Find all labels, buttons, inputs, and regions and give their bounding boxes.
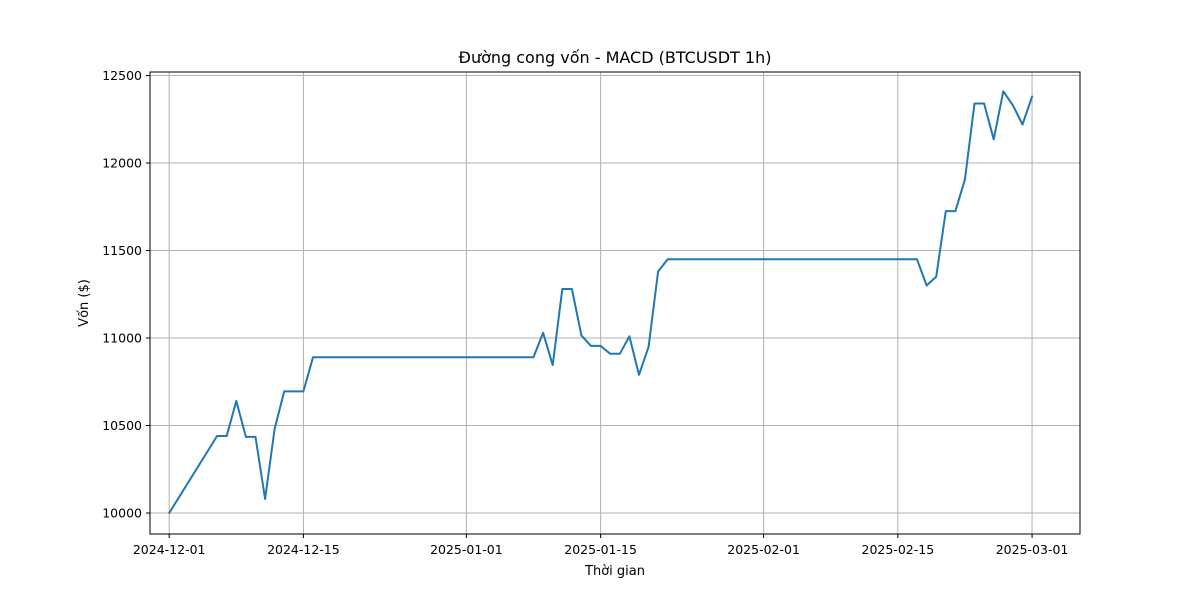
x-tick-label: 2025-01-15 xyxy=(564,542,637,557)
x-tick-label: 2024-12-15 xyxy=(267,542,340,557)
x-tick-label: 2025-03-01 xyxy=(996,542,1069,557)
y-tick-label: 11500 xyxy=(102,243,142,258)
axis-ticks: 2024-12-01 2024-12-15 2025-01-01 2025-01-15… xyxy=(102,68,1068,557)
x-tick-label: 2025-01-01 xyxy=(430,542,503,557)
x-tick-label: 2025-02-01 xyxy=(727,542,800,557)
y-tick-label: 10500 xyxy=(102,418,142,433)
chart-title: Đường cong vốn - MACD (BTCUSDT 1h) xyxy=(459,48,772,67)
equity-series-line xyxy=(168,90,1034,514)
x-tick-label: 2024-12-01 xyxy=(133,542,206,557)
y-tick-label: 11000 xyxy=(102,331,142,346)
x-tick-label: 2025-02-15 xyxy=(862,542,935,557)
plot-area-frame xyxy=(149,71,1081,535)
grid-lines xyxy=(150,72,1080,534)
x-axis-label: Thời gian xyxy=(584,564,645,579)
y-tick-label: 10000 xyxy=(102,506,142,521)
y-axis-label: Vốn ($) xyxy=(77,279,92,327)
y-tick-label: 12000 xyxy=(102,156,142,171)
y-tick-label: 12500 xyxy=(102,68,142,83)
